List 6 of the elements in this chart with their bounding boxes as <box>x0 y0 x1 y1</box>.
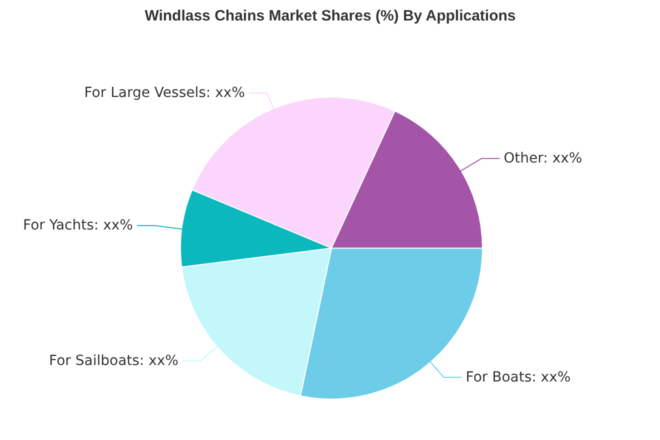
slice-label: For Yachts: xx% <box>23 218 133 234</box>
chart-title: Windlass Chains Market Shares (%) By Applications <box>144 8 516 24</box>
slice-label: Other: xx% <box>504 150 582 166</box>
slice-label: For Sailboats: xx% <box>49 352 178 369</box>
slice-label: For Large Vessels: xx% <box>84 84 245 101</box>
slice-label: For Boats: xx% <box>466 369 571 386</box>
